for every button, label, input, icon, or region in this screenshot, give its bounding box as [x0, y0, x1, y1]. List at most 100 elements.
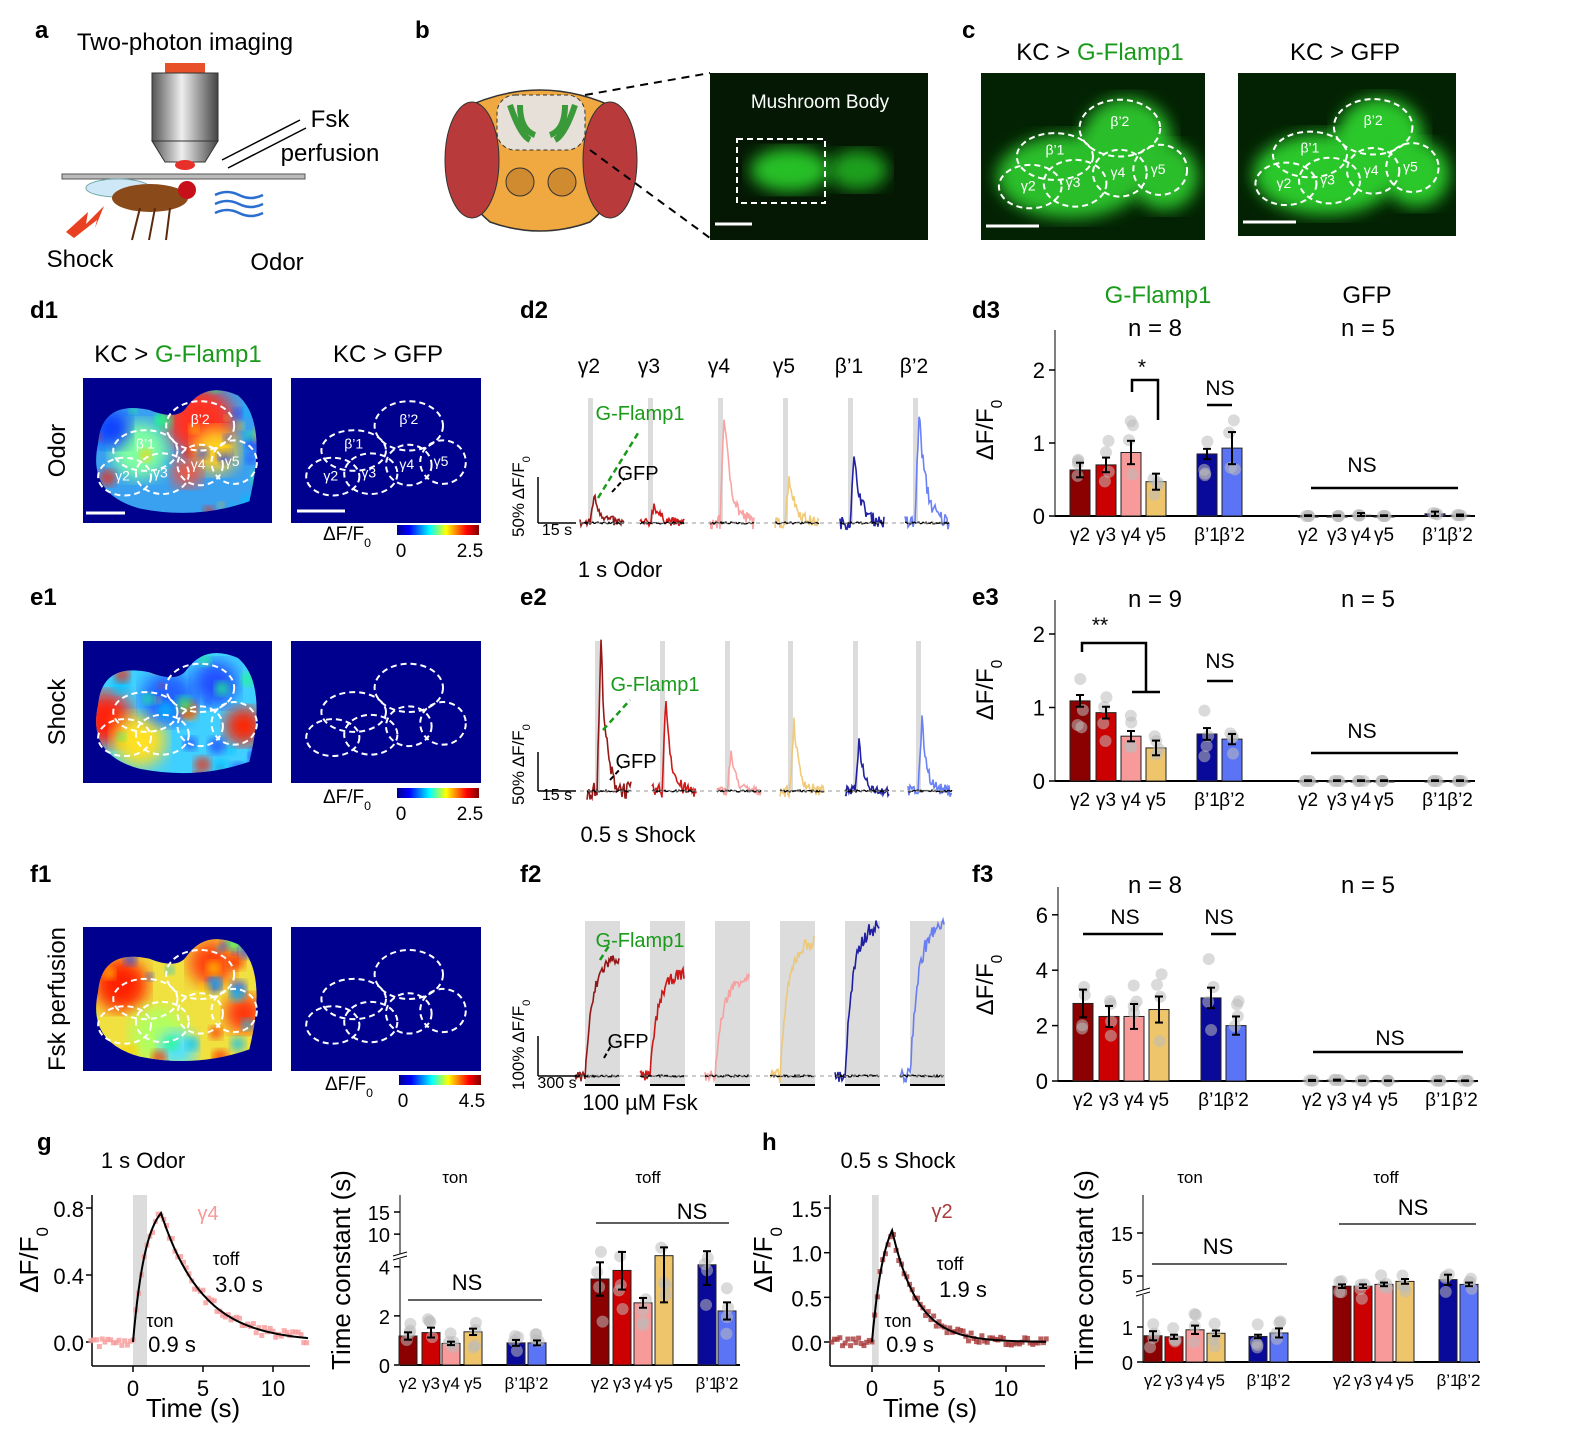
significance-label: NS	[452, 1270, 483, 1295]
row-label-shock: Shock	[44, 678, 71, 746]
sample-size-label: n = 8	[1128, 315, 1182, 342]
group-title: G-Flamp1	[1105, 282, 1212, 309]
roi-outline	[1385, 142, 1440, 193]
stimulus-band	[585, 921, 620, 1085]
roi-outline	[165, 949, 236, 1001]
data-point	[234, 1314, 240, 1320]
y-axis-label: ΔF/F0	[972, 399, 1006, 460]
data-point	[1399, 1285, 1412, 1298]
objective-cap	[165, 63, 205, 73]
x-category-label: γ5	[1374, 525, 1394, 546]
mushroom-body-label: Mushroom Body	[751, 92, 890, 113]
roi-outline	[176, 443, 224, 487]
heatmap-signal	[96, 939, 257, 1061]
data-point	[1032, 1340, 1038, 1346]
stimulus-band	[853, 641, 858, 791]
control-trace	[579, 521, 625, 525]
sensor-label: G-Flamp1	[596, 403, 685, 425]
sensor-trace-3	[779, 717, 825, 800]
y-axis-label-subscript: 0	[33, 1227, 52, 1236]
roi-label: β’2	[1364, 112, 1383, 128]
fly-body-icon	[112, 184, 188, 212]
x-category-label: γ4	[1121, 525, 1142, 546]
roi-outline	[210, 439, 258, 485]
colorbar	[397, 525, 479, 535]
panel-label-c: c	[962, 17, 975, 44]
data-point	[1011, 1341, 1017, 1347]
roi-outline	[112, 429, 179, 472]
x-category-label: β’1	[695, 1374, 718, 1393]
sensor-trace-3	[769, 935, 815, 1084]
data-point	[236, 1315, 242, 1321]
data-point	[998, 1334, 1004, 1340]
sensor-trace-0	[574, 955, 620, 1082]
data-point	[845, 1336, 851, 1342]
roi-label: β’1	[1045, 142, 1064, 158]
data-point	[1098, 475, 1111, 488]
data-point	[1074, 672, 1087, 685]
sensor-trace-5	[904, 416, 950, 530]
data-point	[944, 1330, 950, 1336]
x-tick-label: 0	[127, 1376, 139, 1401]
heatmap-noise	[232, 407, 243, 419]
x-category-label: γ3	[613, 1374, 631, 1393]
y-tick-label: 15	[368, 1203, 390, 1225]
heatmap-noise	[206, 960, 221, 976]
data-point	[982, 1338, 988, 1344]
data-point	[979, 1333, 985, 1339]
data-point	[1200, 739, 1213, 752]
heatmap-noise	[230, 1036, 246, 1052]
data-point	[206, 1295, 212, 1301]
y-tick-label: 2	[1033, 358, 1045, 383]
x-category-label: γ3	[1354, 1371, 1372, 1390]
data-point	[183, 1265, 189, 1271]
roi-outline	[112, 691, 179, 733]
y-tick-label: 0.4	[53, 1264, 84, 1289]
data-point	[840, 1343, 846, 1349]
roi-outline	[373, 400, 444, 452]
roi-label: γ3	[1320, 172, 1335, 188]
data-point	[850, 1336, 856, 1342]
data-point	[1188, 1307, 1201, 1320]
data-point	[469, 1316, 482, 1329]
x-category-label: γ5	[1149, 1090, 1169, 1111]
x-category-label: γ4	[1124, 1090, 1145, 1111]
signal-region	[1131, 143, 1199, 210]
data-point	[955, 1326, 961, 1332]
data-point	[122, 1338, 128, 1344]
data-point	[720, 1327, 733, 1340]
data-point	[119, 1342, 125, 1348]
sensor-pointer	[596, 429, 642, 499]
odor-icon	[214, 190, 264, 200]
colorbar-max: 2.5	[457, 804, 483, 825]
data-point	[1027, 1340, 1033, 1346]
sensor-pointer	[598, 943, 612, 961]
y-tick-label: 1	[1122, 1318, 1133, 1340]
data-point	[259, 1332, 265, 1338]
y-axis-label: ΔF/F0	[972, 659, 1006, 720]
y-tick-label: 0.0	[53, 1331, 84, 1356]
roi-outline	[1332, 98, 1414, 156]
data-point	[127, 1338, 133, 1344]
data-point	[1155, 968, 1168, 981]
data-point	[1035, 1340, 1041, 1346]
x-category-label: β’1	[1422, 525, 1448, 546]
data-point	[1198, 750, 1211, 763]
sample-size-label: n = 5	[1341, 315, 1395, 342]
y-axis-label-subscript: 0	[767, 1227, 786, 1236]
kinetics-plot-h-left: 0.0 0.5 1.0 1.5 0 5 10 0.5 s Shock γ2 τoff 1.9 s τo…	[748, 1148, 1049, 1423]
data-point	[99, 1336, 105, 1342]
x-category-label: β’2	[1447, 525, 1473, 546]
sensor-pointer	[602, 699, 631, 731]
heatmap-noise	[215, 945, 223, 954]
roi-label: γ4	[399, 456, 414, 472]
axis-break-mark	[1135, 1291, 1151, 1297]
significance-label: NS	[1205, 377, 1234, 400]
data-point	[842, 1340, 848, 1346]
data-point	[88, 1338, 94, 1344]
heatmap-noise	[142, 692, 155, 705]
sensor-trace-3	[774, 476, 820, 529]
roi-label: γ3	[153, 465, 168, 481]
x-category-label: β’1	[1246, 1371, 1269, 1390]
